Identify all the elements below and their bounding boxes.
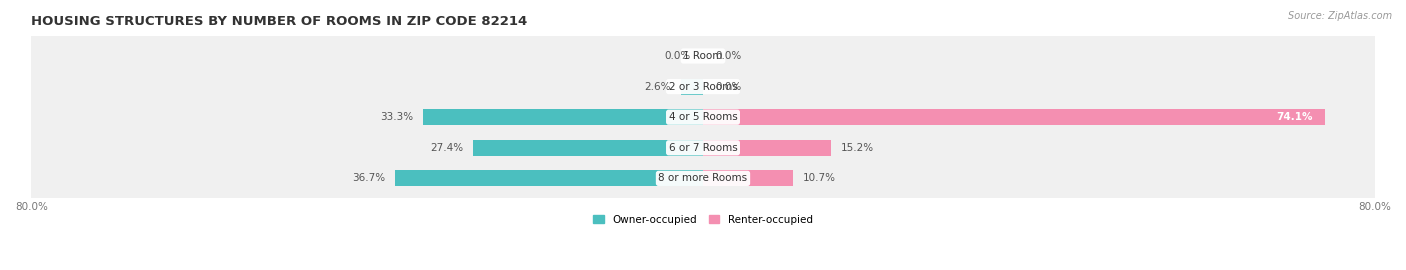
Text: 6 or 7 Rooms: 6 or 7 Rooms [669, 143, 737, 153]
Legend: Owner-occupied, Renter-occupied: Owner-occupied, Renter-occupied [589, 210, 817, 229]
Text: 2.6%: 2.6% [644, 82, 671, 92]
Text: 0.0%: 0.0% [716, 82, 742, 92]
FancyBboxPatch shape [21, 0, 1385, 113]
Text: 0.0%: 0.0% [664, 51, 690, 61]
Text: 4 or 5 Rooms: 4 or 5 Rooms [669, 112, 737, 122]
Bar [703, 170, 793, 186]
FancyBboxPatch shape [21, 91, 1385, 204]
Bar [472, 140, 703, 156]
Bar [703, 140, 831, 156]
FancyBboxPatch shape [21, 121, 1385, 236]
Text: 0.0%: 0.0% [716, 51, 742, 61]
Text: Source: ZipAtlas.com: Source: ZipAtlas.com [1288, 11, 1392, 21]
FancyBboxPatch shape [21, 60, 1385, 175]
Text: HOUSING STRUCTURES BY NUMBER OF ROOMS IN ZIP CODE 82214: HOUSING STRUCTURES BY NUMBER OF ROOMS IN… [31, 15, 527, 28]
FancyBboxPatch shape [21, 29, 1385, 144]
FancyBboxPatch shape [21, 90, 1385, 205]
Text: 1 Room: 1 Room [683, 51, 723, 61]
Bar [395, 170, 703, 186]
FancyBboxPatch shape [21, 122, 1385, 235]
Bar [423, 109, 703, 125]
FancyBboxPatch shape [21, 0, 1385, 113]
Text: 33.3%: 33.3% [380, 112, 413, 122]
Bar [703, 109, 1324, 125]
FancyBboxPatch shape [21, 60, 1385, 174]
FancyBboxPatch shape [21, 30, 1385, 143]
Text: 74.1%: 74.1% [1275, 112, 1312, 122]
Text: 8 or more Rooms: 8 or more Rooms [658, 173, 748, 183]
Text: 15.2%: 15.2% [841, 143, 873, 153]
Text: 2 or 3 Rooms: 2 or 3 Rooms [669, 82, 737, 92]
Text: 27.4%: 27.4% [430, 143, 463, 153]
Text: 36.7%: 36.7% [352, 173, 385, 183]
Text: 10.7%: 10.7% [803, 173, 837, 183]
Bar [681, 79, 703, 94]
